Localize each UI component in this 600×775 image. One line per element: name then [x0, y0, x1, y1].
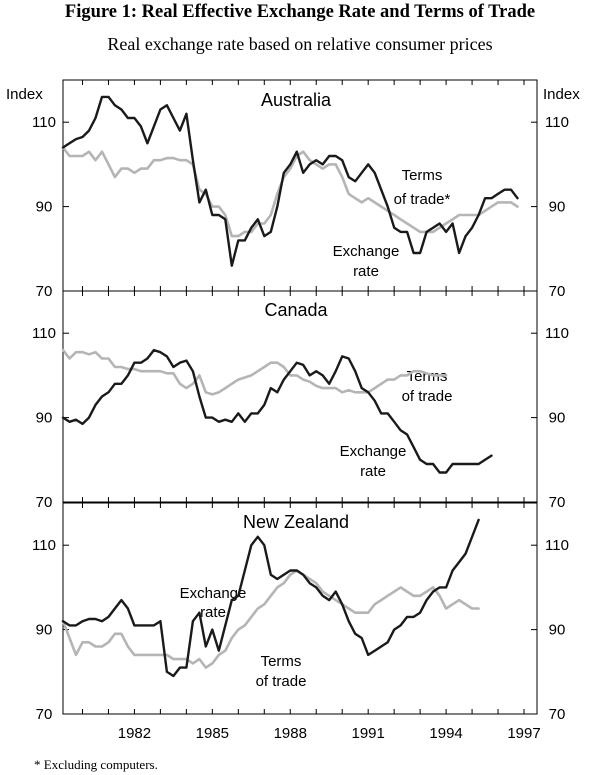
annotation-canada-terms-line2: of trade: [402, 388, 453, 405]
annotation-australia-exchange-line2: rate: [353, 263, 379, 280]
terms-of-trade-line-canada: [61, 348, 448, 396]
annotation-australia-terms-line1: Terms: [402, 167, 443, 184]
annotation-canada-exchange-line2: rate: [360, 463, 386, 480]
terms-of-trade-line-new-zealand: [61, 569, 480, 669]
ytick-label-right-australia: 70: [549, 283, 566, 300]
right-axis-unit: Index: [543, 86, 580, 103]
panel-title-australia: Australia: [261, 90, 332, 110]
panel-frame-australia: [62, 79, 538, 292]
ytick-label-left-canada: 70: [36, 494, 53, 511]
ytick-label-right-new-zealand: 70: [549, 706, 566, 723]
ytick-label-right-new-zealand: 90: [549, 622, 566, 639]
xtick-label: 1994: [429, 725, 462, 742]
footnote: * Excluding computers.: [34, 757, 158, 772]
ytick-label-right-australia: 110: [545, 114, 569, 131]
ytick-label-right-new-zealand: 110: [545, 537, 569, 554]
figure-subtitle: Real exchange rate based on relative con…: [107, 34, 493, 54]
ytick-label-right-australia: 90: [549, 199, 566, 216]
xtick-label: 1991: [351, 725, 384, 742]
panel-frame-canada: [62, 290, 538, 503]
left-axis-unit: Index: [6, 86, 43, 103]
ytick-label-left-new-zealand: 70: [36, 706, 53, 723]
exchange-rate-line-canada: [61, 348, 493, 474]
ytick-label-left-australia: 70: [36, 283, 53, 300]
panel-frame-new-zealand: [62, 502, 538, 715]
annotation-canada-exchange-line1: Exchange: [340, 443, 407, 460]
ytick-label-right-canada: 110: [545, 325, 569, 342]
ytick-label-left-canada: 110: [32, 325, 56, 342]
panel-title-canada: Canada: [264, 300, 328, 320]
annotation-nz-terms-line1: Terms: [261, 653, 302, 670]
xtick-label: 1985: [196, 725, 229, 742]
ytick-label-left-australia: 110: [32, 114, 56, 131]
xtick-label: 1982: [118, 725, 151, 742]
exchange-rate-line-new-zealand: [61, 518, 480, 678]
exchange-rate-line-australia: [61, 95, 519, 267]
annotation-australia-exchange-line1: Exchange: [333, 243, 400, 260]
ytick-label-right-canada: 70: [549, 494, 566, 511]
xtick-label: 1997: [507, 725, 540, 742]
ytick-label-left-new-zealand: 90: [36, 622, 53, 639]
ytick-label-right-canada: 90: [549, 410, 566, 427]
ytick-label-left-australia: 90: [36, 199, 53, 216]
annotation-nz-terms-line2: of trade: [256, 673, 307, 690]
xtick-label: 1988: [274, 725, 307, 742]
ytick-label-left-new-zealand: 110: [32, 537, 56, 554]
figure-title: Figure 1: Real Effective Exchange Rate a…: [64, 2, 536, 22]
annotation-australia-terms-line2: of trade*: [394, 191, 451, 208]
ytick-label-left-canada: 90: [36, 410, 53, 427]
annotation-nz-exchange-line2: rate: [200, 604, 226, 621]
panel-title-new-zealand: New Zealand: [243, 512, 349, 532]
annotation-nz-exchange-line1: Exchange: [180, 585, 247, 602]
